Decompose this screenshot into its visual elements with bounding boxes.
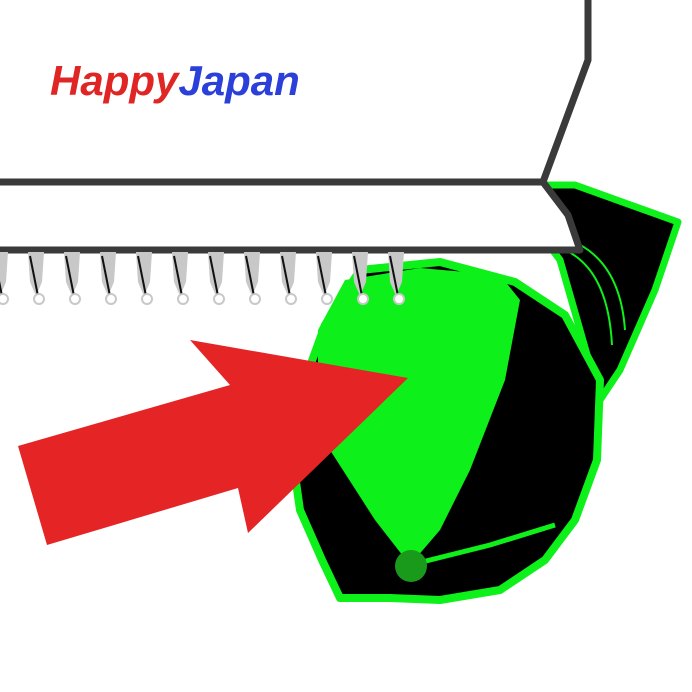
stem-dot (395, 550, 427, 582)
cutter-tooth-line (281, 255, 291, 297)
brand-word-happy: Happy (50, 57, 181, 104)
printer-top-body (0, 0, 592, 186)
cutter-tooth-hole (69, 293, 81, 305)
cutter-tooth-line (0, 280, 3, 297)
right-arrow-icon (18, 340, 408, 545)
label-printer-icon (0, 0, 592, 305)
cutter-tooth-hole (0, 293, 9, 305)
cutter-tooth-hole (285, 293, 297, 305)
cutter-tooth-hole (249, 293, 261, 305)
cutter-tooth (0, 252, 8, 296)
cutter-tooth-hole (213, 293, 225, 305)
cutter-tooth-line (29, 255, 39, 297)
cutter-tooth-line (209, 255, 219, 297)
cutter-tooth-line (65, 255, 75, 297)
cutter-tooth-hole (33, 293, 45, 305)
cutter-tooth-hole (177, 293, 189, 305)
cutter-tooth-hole (105, 293, 117, 305)
cutter-tooth-line (389, 255, 399, 297)
cutter-tooth-line (245, 255, 255, 297)
cutter-tooth-line (173, 255, 183, 297)
cutter-tooth-line (137, 255, 147, 297)
printer-base (0, 178, 584, 254)
cutter-tooth-line (101, 255, 111, 297)
cutter-tooth-hole (357, 293, 369, 305)
cutter-teeth (0, 252, 405, 305)
back-leaf-vein-2 (564, 249, 613, 346)
brand-logo: HappyJapan (50, 57, 300, 104)
cutter-tooth-hole (393, 293, 405, 305)
cutter-tooth-hole (141, 293, 153, 305)
front-leaf (318, 268, 520, 565)
stem-line (409, 522, 556, 568)
brand-word-japan: Japan (178, 57, 299, 104)
cutter-tooth-hole (321, 293, 333, 305)
cutter-tooth-line (317, 255, 327, 297)
cutter-tooth-line (353, 255, 363, 297)
